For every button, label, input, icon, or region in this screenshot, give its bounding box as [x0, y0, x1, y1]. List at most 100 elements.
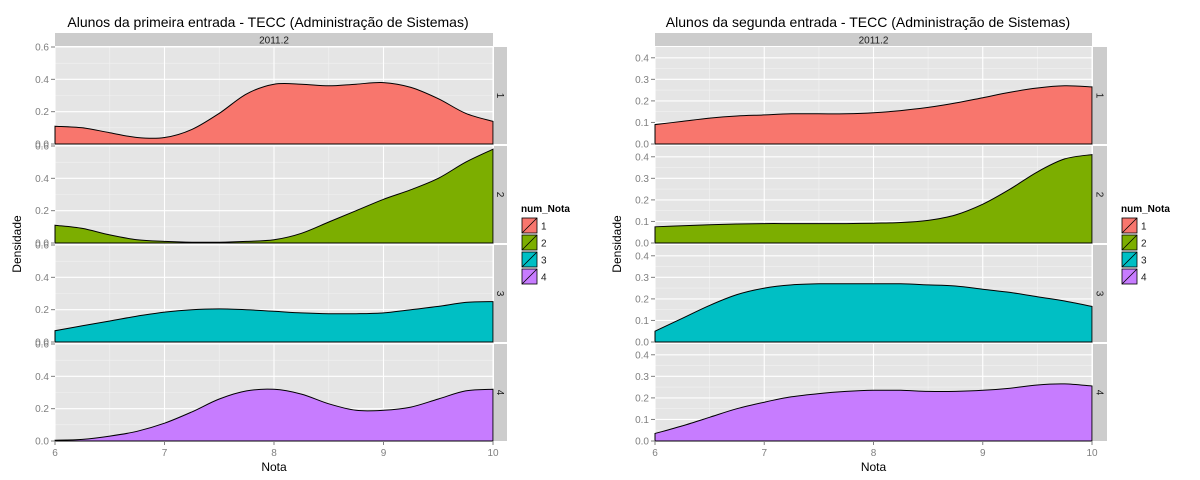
density-area-4 — [654, 383, 1093, 442]
y-tick-label: 0.1 — [635, 217, 649, 228]
legend-key-diagonal — [521, 268, 538, 285]
legend-title: num_Nota — [521, 204, 570, 215]
facet-strip-right — [494, 146, 507, 243]
x-tick-label: 10 — [1086, 448, 1098, 459]
chart-title: Alunos da segunda entrada - TECC (Admini… — [666, 14, 1070, 30]
facet-panel-4: 0.0 0.2 0.4 0.6 4 — [35, 340, 507, 448]
legend-key-diagonal — [1121, 217, 1138, 234]
y-tick-label: 0.4 — [35, 75, 49, 86]
x-tick-label: 9 — [381, 448, 387, 459]
y-tick-label: 0.4 — [635, 152, 649, 163]
x-tick-label: 6 — [52, 448, 58, 459]
legend-title: num_Nota — [1121, 204, 1170, 215]
y-tick-label: 0.2 — [635, 294, 649, 305]
legend-key-diagonal — [521, 251, 538, 268]
legend-item-label: 1 — [541, 222, 547, 233]
facet-strip-right — [1093, 245, 1107, 342]
legend-key-diagonal — [521, 217, 538, 234]
density-area-1 — [654, 85, 1093, 145]
facet-row-label: 3 — [494, 291, 505, 297]
y-tick-label: 0.0 — [635, 239, 649, 250]
legend-item-label: 4 — [541, 273, 547, 284]
facet-strip-top — [655, 33, 1092, 46]
facet-strip-right — [1093, 344, 1107, 441]
y-tick-label: 0.3 — [635, 75, 649, 86]
y-tick-label: 0.6 — [35, 241, 49, 252]
x-tick-label: 8 — [271, 448, 277, 459]
y-tick-label: 0.0 — [35, 437, 49, 448]
y-tick-label: 0.2 — [635, 393, 649, 404]
facet-column-label: 2011.2 — [259, 36, 289, 47]
density-area-1 — [54, 81, 494, 145]
legend-key-diagonal — [1121, 234, 1138, 251]
y-tick-label: 0.1 — [635, 415, 649, 426]
facet-row-label: 4 — [494, 390, 505, 396]
y-tick-label: 0.0 — [635, 140, 649, 151]
y-tick-label: 0.4 — [635, 53, 649, 64]
legend: num_Nota 1 2 3 4 — [1120, 204, 1170, 286]
y-tick-label: 0.3 — [635, 372, 649, 383]
y-tick-label: 0.3 — [635, 174, 649, 185]
y-tick-label: 0.4 — [35, 372, 49, 383]
legend-item-label: 4 — [1141, 273, 1147, 284]
facet-panel-2: 0.0 0.1 0.2 0.3 0.4 2 — [635, 146, 1107, 250]
chart-2: Alunos da segunda entrada - TECC (Admini… — [610, 14, 1170, 474]
legend-key-diagonal — [1121, 268, 1138, 285]
legend-item-label: 3 — [1141, 256, 1147, 267]
density-area-3 — [54, 301, 494, 343]
facet-strip-top — [55, 33, 493, 46]
y-tick-label: 0.4 — [35, 174, 49, 185]
facet-panel-2: 0.0 0.2 0.4 0.6 2 — [35, 142, 507, 250]
y-tick-label: 0.6 — [35, 43, 49, 54]
y-tick-label: 0.1 — [635, 316, 649, 327]
y-tick-label: 0.0 — [35, 140, 49, 151]
y-tick-label: 0.4 — [635, 350, 649, 361]
facet-panel-3: 0.0 0.2 0.4 0.6 3 — [35, 241, 507, 349]
facet-row-label: 2 — [1094, 192, 1105, 198]
y-tick-label: 0.0 — [35, 338, 49, 349]
y-tick-label: 0.0 — [635, 338, 649, 349]
facet-strip-right — [494, 245, 507, 342]
legend-item-label: 2 — [1141, 239, 1147, 250]
y-tick-label: 0.2 — [635, 96, 649, 107]
y-axis-title: Densidade — [610, 215, 624, 273]
chart-title: Alunos da primeira entrada - TECC (Admin… — [67, 14, 468, 30]
x-tick-label: 10 — [487, 448, 499, 459]
legend: num_Nota 1 2 3 4 — [520, 204, 570, 286]
y-tick-label: 0.6 — [35, 340, 49, 351]
density-area-2 — [54, 148, 494, 244]
y-axis-title: Densidade — [10, 215, 24, 273]
facet-row-label: 3 — [1094, 291, 1105, 297]
x-tick-label: 6 — [652, 448, 658, 459]
legend-key-diagonal — [1121, 251, 1138, 268]
density-area-2 — [654, 154, 1093, 244]
facet-panel-1: 0.0 0.1 0.2 0.3 0.4 1 — [635, 47, 1107, 151]
legend-item-label: 3 — [541, 256, 547, 267]
density-area-3 — [654, 283, 1093, 343]
facet-strip-right — [1093, 146, 1107, 243]
y-tick-label: 0.6 — [35, 142, 49, 153]
facet-strip-right — [494, 47, 507, 144]
facet-row-label: 4 — [1094, 390, 1105, 396]
y-tick-label: 0.1 — [635, 118, 649, 129]
y-tick-label: 0.2 — [35, 107, 49, 118]
chart-1: Alunos da primeira entrada - TECC (Admin… — [10, 14, 570, 474]
facet-panel-1: 0.0 0.2 0.4 0.6 1 — [35, 43, 507, 151]
facet-column-label: 2011.2 — [859, 36, 889, 47]
x-axis-title: Nota — [861, 460, 887, 474]
y-tick-label: 0.0 — [635, 437, 649, 448]
legend-item-label: 2 — [541, 239, 547, 250]
facet-panel-3: 0.0 0.1 0.2 0.3 0.4 3 — [635, 245, 1107, 349]
x-axis-title: Nota — [261, 460, 287, 474]
y-tick-label: 0.3 — [635, 273, 649, 284]
facet-strip-right — [494, 344, 507, 441]
x-tick-label: 8 — [871, 448, 877, 459]
y-tick-label: 0.4 — [635, 251, 649, 262]
x-tick-label: 9 — [980, 448, 986, 459]
y-tick-label: 0.2 — [35, 206, 49, 217]
y-tick-label: 0.4 — [35, 273, 49, 284]
facet-strip-right — [1093, 47, 1107, 144]
y-tick-label: 0.2 — [35, 404, 49, 415]
